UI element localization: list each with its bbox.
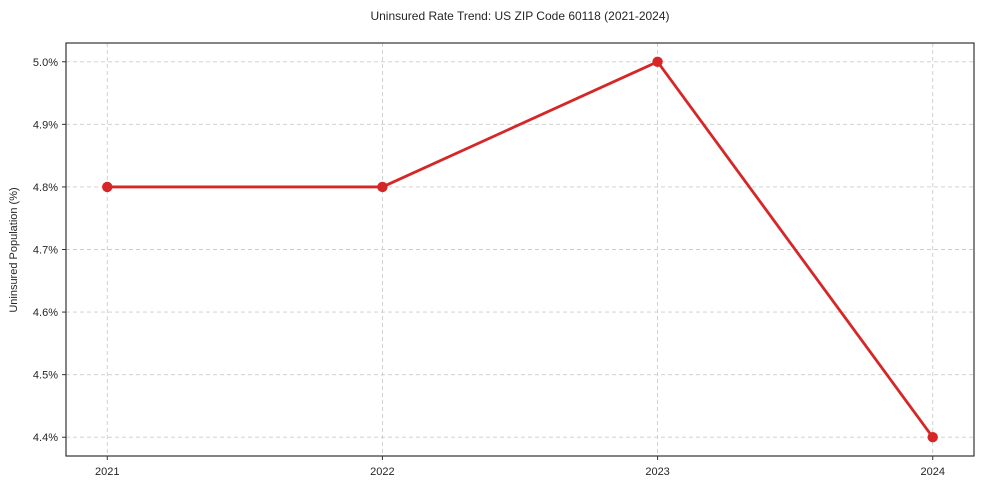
data-point [652,56,663,67]
y-tick-label: 4.9% [33,119,58,131]
x-tick-label: 2023 [645,466,669,478]
x-tick-label: 2021 [95,466,119,478]
y-tick-label: 4.5% [33,370,58,382]
y-tick-label: 4.7% [33,245,58,257]
data-point [377,181,388,193]
data-point [927,432,938,443]
y-tick-label: 4.6% [33,307,58,319]
data-line [105,60,935,439]
data-point [102,181,113,193]
y-tick-label: 4.8% [33,182,58,194]
chart-title: Uninsured Rate Trend: US ZIP Code 60118 … [370,9,670,23]
y-tick-label: 4.4% [33,432,58,444]
x-tick-label: 2024 [920,466,944,478]
x-tick-label: 2022 [370,466,394,478]
y-tick-label: 5.0% [33,57,58,69]
